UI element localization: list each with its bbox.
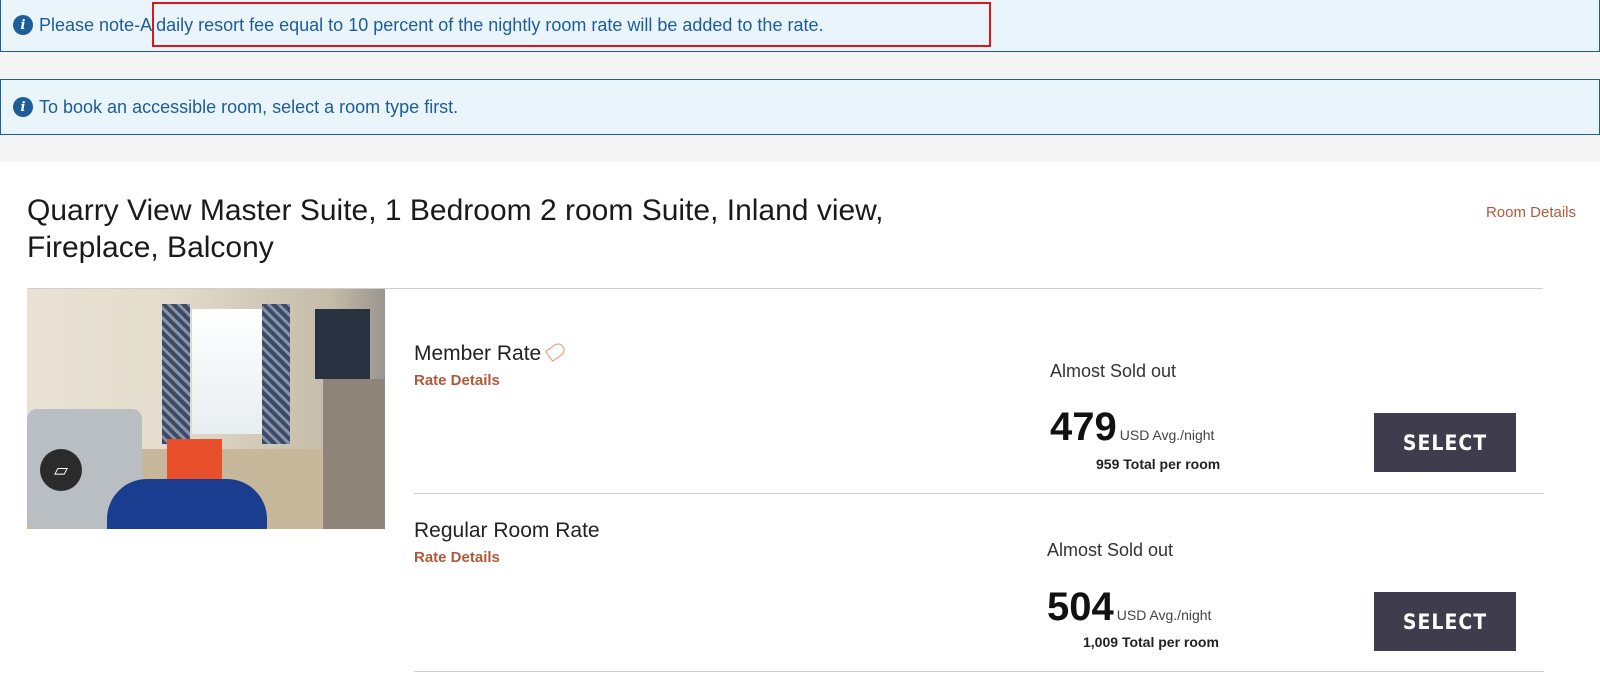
rate-details-link[interactable]: Rate Details [414, 549, 500, 566]
info-icon: i [13, 15, 33, 35]
rate-name: Member Rate [414, 342, 542, 365]
divider [27, 288, 1543, 289]
availability: Almost Sold out [1047, 540, 1174, 560]
price-value: 479 [1050, 405, 1117, 449]
total-price: 959 Total per room [1096, 456, 1221, 472]
resort-fee-notice: i Please note-A daily resort fee equal t… [0, 0, 1600, 52]
price: 504 USD Avg./night [1047, 585, 1211, 630]
price-value: 504 [1047, 585, 1114, 629]
info-icon: i [13, 97, 33, 117]
notice-text: To book an accessible room, select a roo… [39, 96, 459, 117]
availability: Almost Sold out [1050, 361, 1177, 381]
total-price: 1,009 Total per room [1083, 634, 1219, 650]
price-unit: USD Avg./night [1116, 607, 1212, 623]
rate-regular: Regular Room Rate Rate Details [414, 519, 600, 566]
divider [414, 671, 1544, 672]
rate-member: Member Rate Rate Details [414, 341, 568, 389]
tag-icon [545, 341, 568, 362]
price-unit: USD Avg./night [1119, 427, 1215, 443]
select-member-rate-button[interactable]: SELECT [1374, 413, 1516, 472]
gallery-icon[interactable]: ▱ [40, 449, 82, 491]
room-details-link[interactable]: Room Details [1485, 204, 1576, 221]
room-title: Quarry View Master Suite, 1 Bedroom 2 ro… [27, 194, 884, 264]
select-regular-rate-button[interactable]: SELECT [1374, 592, 1516, 651]
room-card: Quarry View Master Suite, 1 Bedroom 2 ro… [0, 162, 1600, 692]
rate-details-link[interactable]: Rate Details [414, 372, 500, 389]
highlight-box [152, 2, 991, 47]
accessible-room-notice: i To book an accessible room, select a r… [0, 79, 1600, 135]
divider [414, 493, 1544, 494]
rate-name: Regular Room Rate [414, 519, 600, 542]
notice-text: Please note-A daily resort fee equal to … [39, 14, 824, 35]
room-photo[interactable]: ▱ [27, 289, 385, 529]
price: 479 USD Avg./night [1050, 405, 1214, 450]
